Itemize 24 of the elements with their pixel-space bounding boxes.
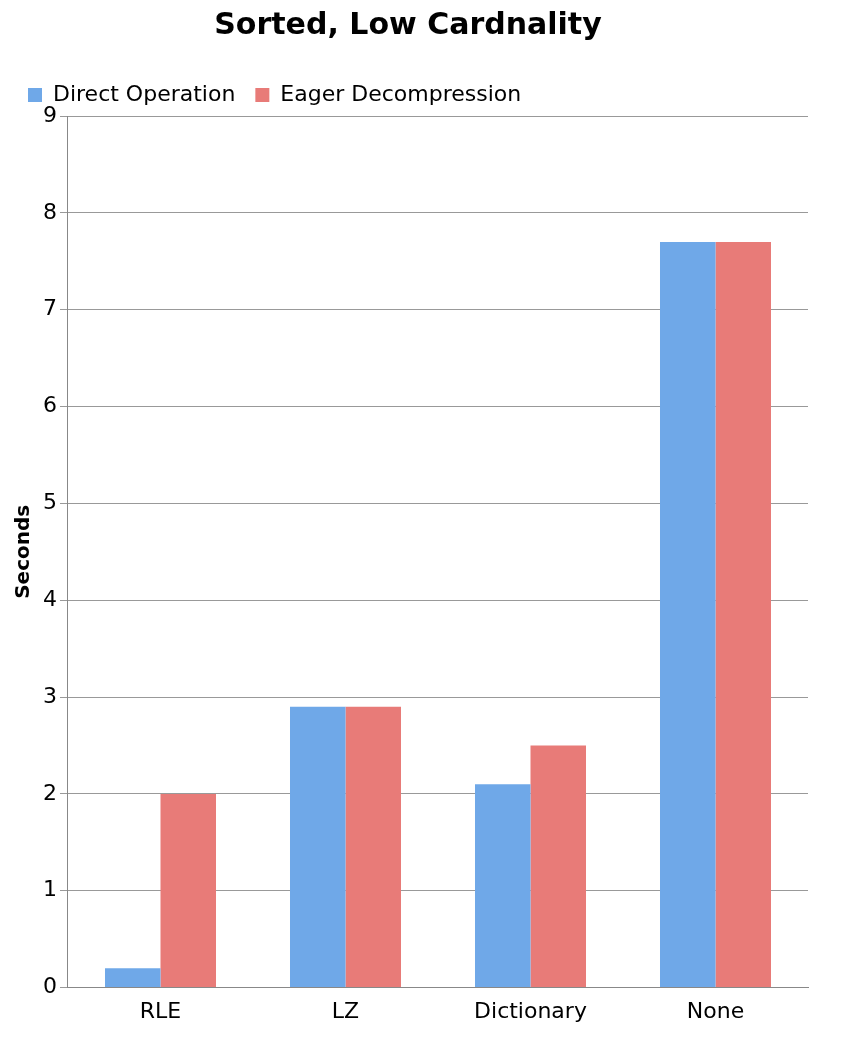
y-tick-label: 7 bbox=[43, 295, 57, 321]
bar bbox=[715, 241, 771, 988]
y-tick-label: 2 bbox=[43, 779, 57, 805]
y-tick-label: 1 bbox=[43, 876, 57, 902]
legend-label: Eager Decompression bbox=[280, 80, 522, 106]
x-tick-label: RLE bbox=[139, 997, 182, 1023]
y-tick-label: 3 bbox=[43, 682, 57, 708]
bar bbox=[290, 706, 346, 988]
y-tick-label: 8 bbox=[43, 198, 57, 224]
x-tick-label: Dictionary bbox=[474, 997, 587, 1023]
chart-title: Sorted, Low Cardnality bbox=[214, 5, 603, 41]
x-tick-label: LZ bbox=[331, 997, 360, 1023]
x-tick-label: None bbox=[686, 997, 745, 1023]
bar bbox=[345, 706, 401, 988]
bar bbox=[105, 968, 161, 988]
y-tick-label: 6 bbox=[43, 392, 57, 418]
y-axis-title: Seconds bbox=[10, 504, 35, 599]
y-tick-label: 5 bbox=[43, 489, 57, 515]
bar bbox=[660, 241, 716, 988]
y-tick-label: 0 bbox=[43, 973, 57, 999]
bar bbox=[530, 745, 586, 988]
bar bbox=[475, 784, 531, 988]
y-tick-label: 4 bbox=[43, 585, 57, 611]
bar bbox=[160, 793, 216, 988]
